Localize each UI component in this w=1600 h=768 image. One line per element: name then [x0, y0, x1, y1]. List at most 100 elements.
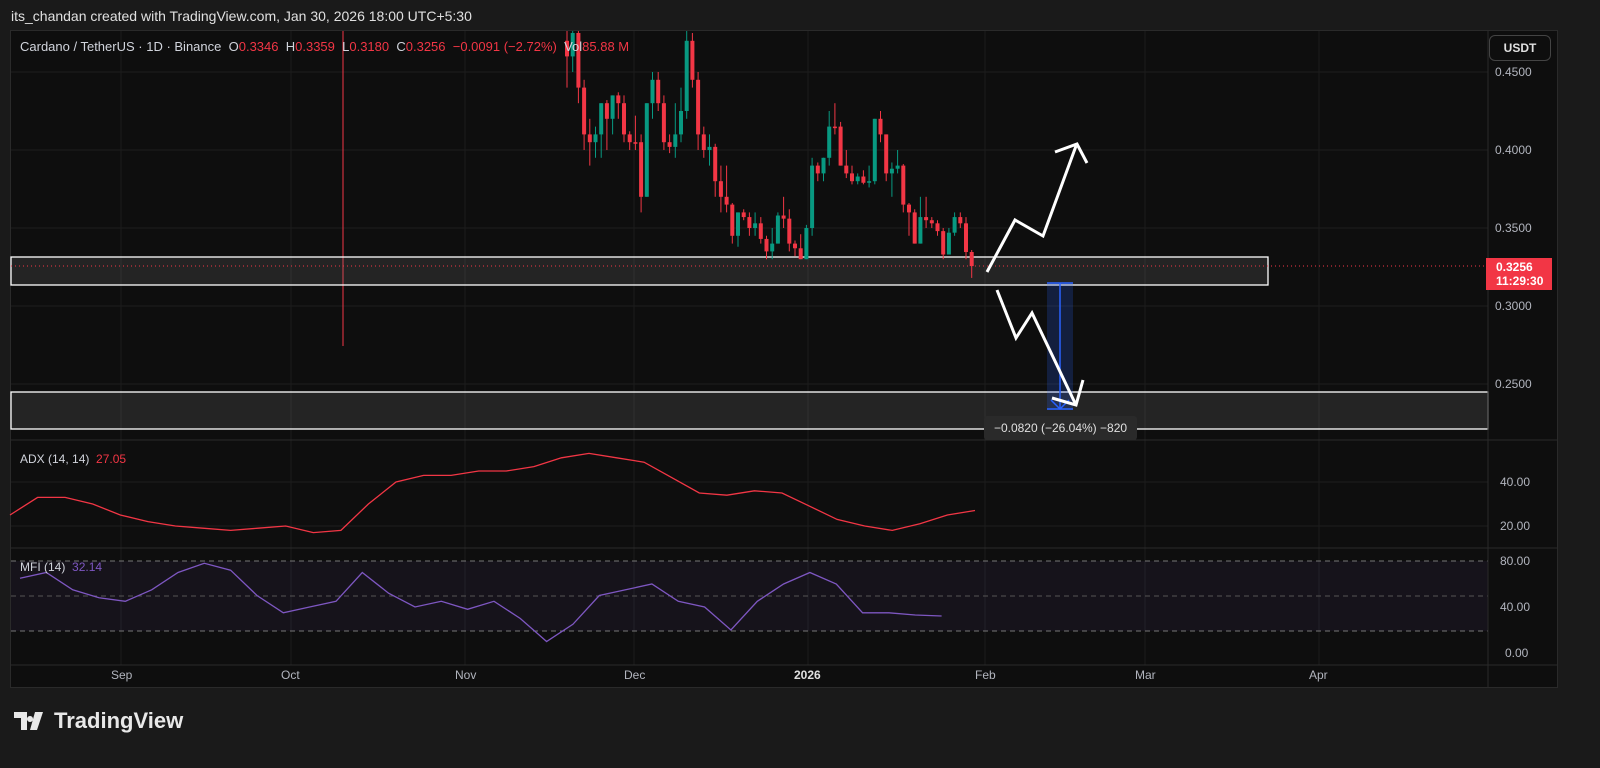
bullish-path-arrow[interactable] — [985, 142, 1089, 273]
candle-body[interactable] — [941, 231, 946, 255]
high-label: H — [285, 39, 296, 54]
candle-body[interactable] — [718, 181, 723, 197]
adx-value: 27.05 — [96, 452, 127, 466]
candle-body[interactable] — [593, 134, 598, 143]
candle-body[interactable] — [901, 165, 906, 205]
support-zone-upper[interactable] — [10, 256, 1269, 286]
candle-body[interactable] — [570, 33, 575, 57]
candle-body[interactable] — [633, 142, 638, 144]
candle-body[interactable] — [684, 40, 689, 111]
tradingview-logo[interactable]: TradingView — [14, 708, 183, 734]
candle-body[interactable] — [690, 40, 695, 80]
candle-body[interactable] — [964, 223, 968, 253]
candle-body[interactable] — [935, 223, 940, 232]
candle-body[interactable] — [895, 165, 900, 169]
candle-body[interactable] — [850, 173, 854, 182]
candle-body[interactable] — [867, 181, 872, 183]
candle-body[interactable] — [701, 134, 706, 150]
candle-body[interactable] — [810, 165, 815, 228]
candle-body[interactable] — [889, 168, 894, 174]
volume-value: 85.88 M — [582, 39, 630, 54]
time-tick: Dec — [624, 668, 646, 682]
candle-body[interactable] — [798, 248, 803, 260]
mfi-legend[interactable]: MFI (14) 32.14 — [20, 560, 102, 574]
bearish-path-arrow[interactable] — [995, 289, 1085, 407]
candle-body[interactable] — [616, 95, 621, 104]
candle-body[interactable] — [707, 146, 712, 150]
candle-body[interactable] — [753, 223, 758, 228]
candle-body[interactable] — [576, 33, 581, 88]
low-value: 0.3180 — [349, 39, 390, 54]
candle-body[interactable] — [815, 165, 820, 174]
candle-body[interactable] — [787, 218, 792, 244]
adx-tick: 40.00 — [1500, 475, 1531, 489]
currency-button[interactable]: USDT — [1489, 35, 1551, 61]
candle-body[interactable] — [696, 79, 701, 135]
candle-body[interactable] — [650, 79, 655, 104]
candle-body[interactable] — [587, 134, 592, 143]
candle-body[interactable] — [639, 142, 644, 197]
candle-body[interactable] — [713, 146, 718, 182]
candle-body[interactable] — [929, 220, 934, 224]
candle-body[interactable] — [661, 103, 666, 143]
candle-body[interactable] — [952, 217, 957, 233]
candle-body[interactable] — [821, 157, 826, 174]
candle-body[interactable] — [604, 103, 609, 119]
tradingview-logo-icon — [14, 712, 43, 730]
candle-body[interactable] — [644, 103, 649, 197]
mfi-value: 32.14 — [72, 560, 103, 574]
candle-body[interactable] — [832, 126, 837, 129]
candle-body[interactable] — [764, 238, 769, 252]
support-zone-lower[interactable] — [10, 391, 1489, 430]
candle-body[interactable] — [775, 215, 780, 244]
candle-body[interactable] — [924, 217, 929, 221]
candle-body[interactable] — [679, 111, 683, 135]
candle-body[interactable] — [838, 126, 843, 166]
chart-caption: its_chandan created with TradingView.com… — [11, 8, 472, 24]
symbol-title[interactable]: Cardano / TetherUS · 1D · Binance — [20, 39, 222, 54]
chart-area[interactable] — [10, 30, 1558, 688]
candle-body[interactable] — [622, 103, 626, 135]
candle-body[interactable] — [907, 204, 911, 213]
candle-body[interactable] — [758, 223, 763, 239]
mfi-tick: 80.00 — [1500, 554, 1531, 568]
candle-body[interactable] — [827, 126, 832, 158]
candle-body[interactable] — [946, 232, 951, 255]
candle-body[interactable] — [855, 176, 860, 182]
price-tick: 0.3000 — [1495, 299, 1532, 313]
candle-body[interactable] — [627, 134, 632, 143]
candle-body[interactable] — [861, 176, 866, 183]
candle-body[interactable] — [781, 215, 786, 219]
candle-body[interactable] — [872, 118, 877, 182]
candle-body[interactable] — [912, 212, 917, 244]
candle-body[interactable] — [741, 212, 746, 218]
candle-body[interactable] — [918, 217, 923, 244]
candle-body[interactable] — [884, 134, 889, 174]
candle-body[interactable] — [667, 142, 672, 147]
time-tick: Mar — [1135, 668, 1156, 682]
candle-body[interactable] — [724, 196, 729, 205]
candle-body[interactable] — [565, 40, 569, 57]
candle-body[interactable] — [599, 103, 604, 135]
candle-body[interactable] — [958, 217, 963, 224]
candle-body[interactable] — [747, 217, 752, 228]
measure-arrow[interactable] — [1047, 282, 1073, 411]
candle-body[interactable] — [736, 212, 740, 236]
candle-body[interactable] — [804, 228, 809, 260]
time-tick: Oct — [281, 668, 300, 682]
candle-body[interactable] — [582, 87, 587, 135]
measure-label: −0.0820 (−26.04%) −820 — [984, 416, 1137, 440]
candle-body[interactable] — [844, 165, 849, 174]
candle-body[interactable] — [673, 134, 678, 147]
candle-body[interactable] — [610, 95, 615, 119]
mfi-label: MFI (14) — [20, 560, 66, 574]
candle-body[interactable] — [656, 79, 661, 104]
candle-body[interactable] — [770, 243, 775, 252]
candle-body[interactable] — [730, 204, 735, 236]
close-label: C — [396, 39, 406, 54]
candle-body[interactable] — [878, 118, 883, 135]
adx-legend[interactable]: ADX (14, 14) 27.05 — [20, 452, 126, 466]
candle-body[interactable] — [793, 243, 797, 249]
candle-body[interactable] — [969, 252, 974, 267]
